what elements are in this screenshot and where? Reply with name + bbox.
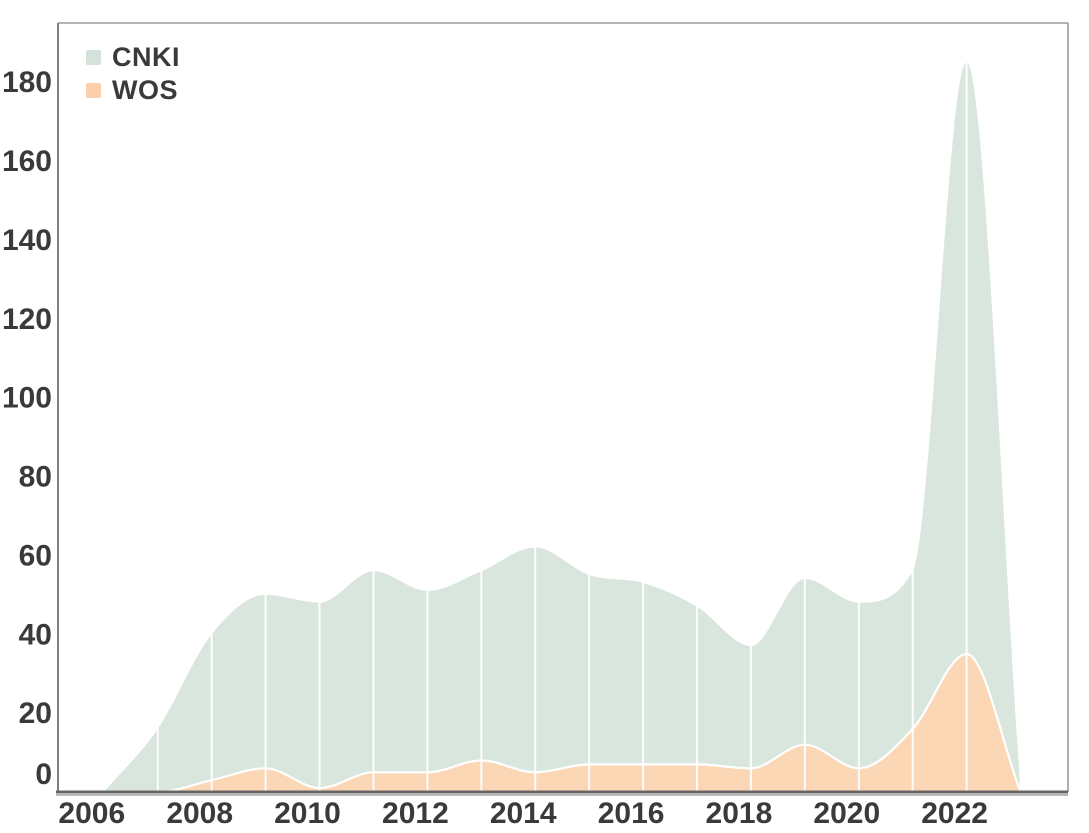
- chart-legend: CNKI WOS: [86, 41, 180, 105]
- y-tick-label-180: 180: [2, 66, 52, 99]
- legend-item-cnki: CNKI: [86, 41, 180, 72]
- series-areas-layer: [103, 62, 1022, 794]
- year-gridlines-layer: [102, 23, 1022, 792]
- x-tick-label-2012: 2012: [382, 797, 449, 830]
- y-tick-label-40: 40: [19, 618, 52, 651]
- y-tick-label-100: 100: [2, 382, 52, 415]
- area-cnki: [103, 62, 1021, 792]
- y-tick-label-120: 120: [2, 303, 52, 336]
- cnki-color-swatch-icon: [86, 49, 101, 65]
- y-tick-label-80: 80: [19, 461, 52, 494]
- x-tick-label-2014: 2014: [490, 797, 557, 830]
- legend-label-wos: WOS: [112, 74, 178, 105]
- y-tick-label-20: 20: [19, 697, 52, 730]
- legend-label-cnki: CNKI: [112, 41, 180, 72]
- x-tick-label-2020: 2020: [813, 797, 880, 830]
- x-tick-label-2008: 2008: [166, 797, 233, 830]
- y-tick-label-140: 140: [2, 224, 52, 257]
- axes-layer: [56, 22, 1069, 796]
- x-tick-label-2010: 2010: [274, 797, 341, 830]
- area-wos: [103, 654, 1021, 792]
- x-tick-label-2016: 2016: [598, 797, 665, 830]
- y-tick-label-0: 0: [35, 758, 52, 791]
- wos-color-swatch-icon: [86, 82, 101, 98]
- legend-item-wos: WOS: [86, 74, 180, 105]
- x-tick-label-2018: 2018: [706, 797, 773, 830]
- x-tick-label-2022: 2022: [921, 797, 988, 830]
- x-tick-label-2006: 2006: [58, 797, 125, 830]
- tick-labels-layer: 0 20 40 60 80 100 120 140 160 180 2006 2008 2010 2012…: [2, 66, 988, 830]
- y-tick-label-60: 60: [19, 539, 52, 572]
- y-tick-label-160: 160: [2, 145, 52, 178]
